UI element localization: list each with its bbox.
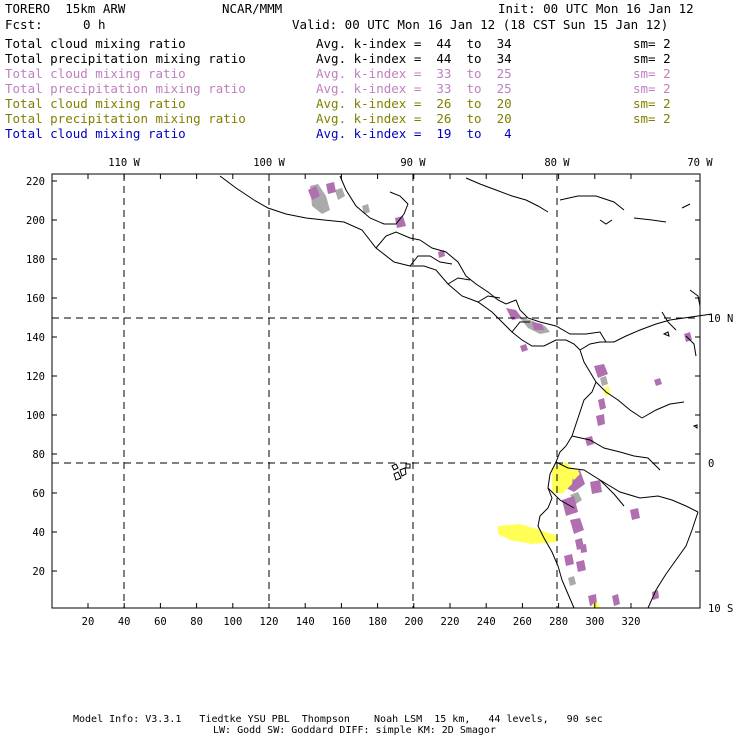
- x-tick-label: 260: [513, 616, 532, 628]
- purple-field: [308, 182, 692, 606]
- legend-field: Total cloud mixing ratio: [5, 126, 186, 141]
- legend-kindex: Avg. k-index = 19 to 4: [316, 126, 512, 141]
- x-tick-label: 200: [404, 616, 423, 628]
- legend-sm: sm= 2: [633, 81, 671, 96]
- x-tick-label: 240: [477, 616, 496, 628]
- x-tick-label: 280: [549, 616, 568, 628]
- lon-label: 70 W: [687, 157, 713, 169]
- cloud-fields: [308, 182, 692, 608]
- x-tick-label: 20: [82, 616, 95, 628]
- x-tick-label: 140: [296, 616, 315, 628]
- y-tick-label: 160: [26, 293, 45, 305]
- lat-label: 0: [708, 458, 714, 470]
- lon-label: 110 W: [108, 157, 140, 169]
- y-tick-label: 60: [32, 488, 45, 500]
- legend-kindex: Avg. k-index = 33 to 25: [316, 81, 512, 96]
- x-tick-label: 300: [585, 616, 604, 628]
- forecast-label: Fcst:: [5, 17, 43, 32]
- y-tick-label: 120: [26, 371, 45, 383]
- y-tick-label: 200: [26, 215, 45, 227]
- lat-label: 10 S: [708, 603, 733, 615]
- legend-sm: sm= 2: [633, 36, 671, 51]
- legend-sm: sm= 2: [633, 96, 671, 111]
- lon-label: 90 W: [400, 157, 426, 169]
- forecast-hour: 0 h: [83, 17, 106, 32]
- x-tick-label: 40: [118, 616, 131, 628]
- legend-kindex: Avg. k-index = 44 to 34: [316, 51, 512, 66]
- y-tick-label: 40: [32, 527, 45, 539]
- footer-physics-info: LW: Godd SW: Goddard DIFF: simple KM: 2D…: [213, 725, 496, 736]
- y-tick-label: 140: [26, 332, 45, 344]
- legend-field: Total precipitation mixing ratio: [5, 81, 246, 96]
- gray-field: [310, 184, 608, 586]
- yellow-field: [498, 386, 610, 608]
- init-time: Init: 00 UTC Mon 16 Jan 12: [498, 1, 694, 16]
- x-tick-label: 120: [260, 616, 279, 628]
- legend-field: Total cloud mixing ratio: [5, 96, 186, 111]
- x-tick-label: 180: [368, 616, 387, 628]
- center-name: NCAR/MMM: [222, 1, 283, 16]
- x-tick-label: 160: [332, 616, 351, 628]
- model-title: TORERO 15km ARW: [5, 1, 126, 16]
- x-tick-label: 60: [154, 616, 167, 628]
- legend-field: Total precipitation mixing ratio: [5, 51, 246, 66]
- x-tick-label: 100: [223, 616, 242, 628]
- footer-model-info: Model Info: V3.3.1 Tiedtke YSU PBL Thomp…: [73, 714, 603, 725]
- legend-sm: sm= 2: [633, 51, 671, 66]
- legend-kindex: Avg. k-index = 33 to 25: [316, 66, 512, 81]
- y-tick-label: 20: [32, 566, 45, 578]
- y-tick-label: 220: [26, 176, 45, 188]
- legend-field: Total cloud mixing ratio: [5, 66, 186, 81]
- frame-ticks: [52, 174, 700, 608]
- lon-label: 80 W: [544, 157, 570, 169]
- legend-kindex: Avg. k-index = 44 to 34: [316, 36, 512, 51]
- x-tick-label: 220: [441, 616, 460, 628]
- latlon-grid: [52, 174, 700, 608]
- y-tick-label: 80: [32, 449, 45, 461]
- legend-kindex: Avg. k-index = 26 to 20: [316, 96, 512, 111]
- legend-sm: sm= 2: [633, 66, 671, 81]
- lon-label: 100 W: [253, 157, 285, 169]
- legend-field: Total cloud mixing ratio: [5, 36, 186, 51]
- axis-labels: 110 W 100 W 90 W 80 W 70 W 10 N 0 10 S 220 200 180…: [26, 157, 733, 628]
- lat-label: 10 N: [708, 313, 733, 325]
- map-frame: [51, 173, 701, 609]
- x-tick-label: 320: [622, 616, 641, 628]
- y-tick-label: 180: [26, 254, 45, 266]
- coastlines: [219, 175, 713, 609]
- valid-time: Valid: 00 UTC Mon 16 Jan 12 (18 CST Sun …: [292, 17, 669, 32]
- y-tick-label: 100: [26, 410, 45, 422]
- x-tick-label: 80: [190, 616, 203, 628]
- legend-kindex: Avg. k-index = 26 to 20: [316, 111, 512, 126]
- legend-sm: sm= 2: [633, 111, 671, 126]
- legend-field: Total precipitation mixing ratio: [5, 111, 246, 126]
